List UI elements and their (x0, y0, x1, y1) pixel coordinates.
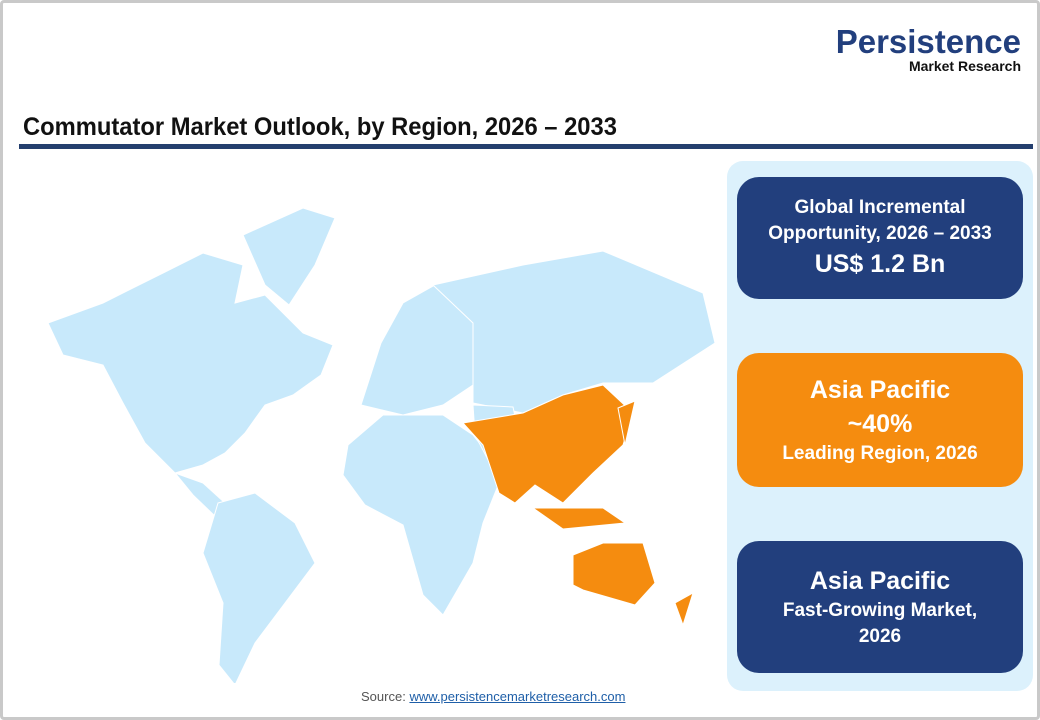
card-label: Global Incremental (794, 197, 966, 218)
card-fast-growing: Asia Pacific Fast-Growing Market, 2026 (737, 541, 1023, 673)
world-map (47, 207, 716, 683)
russia (431, 250, 716, 414)
title-divider (19, 144, 1033, 149)
asia-pacific-highlight (462, 384, 694, 627)
asia-mainland (462, 384, 634, 504)
africa (342, 414, 504, 616)
logo-main: Persistence (835, 23, 1021, 60)
card-label: 2026 (858, 626, 902, 647)
source-link[interactable]: www.persistencemarketresearch.com (409, 689, 626, 704)
source-label: Source: (361, 689, 406, 704)
card-value: US$ 1.2 Bn (814, 250, 946, 278)
greenland (242, 207, 336, 306)
card-label: Leading Region, 2026 (782, 443, 978, 464)
australia (572, 542, 656, 606)
logo: Persistence Market Research (835, 23, 1021, 74)
south-america (202, 492, 316, 683)
japan (617, 400, 636, 446)
card-label: Fast-Growing Market, (782, 600, 978, 621)
new-zealand (674, 591, 694, 627)
north-america (47, 252, 334, 474)
card-incremental-opportunity: Global Incremental Opportunity, 2026 – 2… (737, 177, 1023, 299)
logo-sub: Market Research (908, 58, 1021, 74)
page-title: Commutator Market Outlook, by Region, 20… (23, 113, 617, 141)
stats-panel: Global Incremental Opportunity, 2026 – 2… (727, 161, 1033, 691)
card-region: Asia Pacific (809, 376, 951, 404)
card-region: Asia Pacific (809, 567, 951, 595)
indonesia (531, 507, 627, 530)
source-note: Source: www.persistencemarketresearch.co… (361, 689, 625, 704)
card-label: Opportunity, 2026 – 2033 (768, 223, 992, 244)
card-leading-region: Asia Pacific ~40% Leading Region, 2026 (737, 353, 1023, 487)
card-value: ~40% (847, 410, 913, 438)
